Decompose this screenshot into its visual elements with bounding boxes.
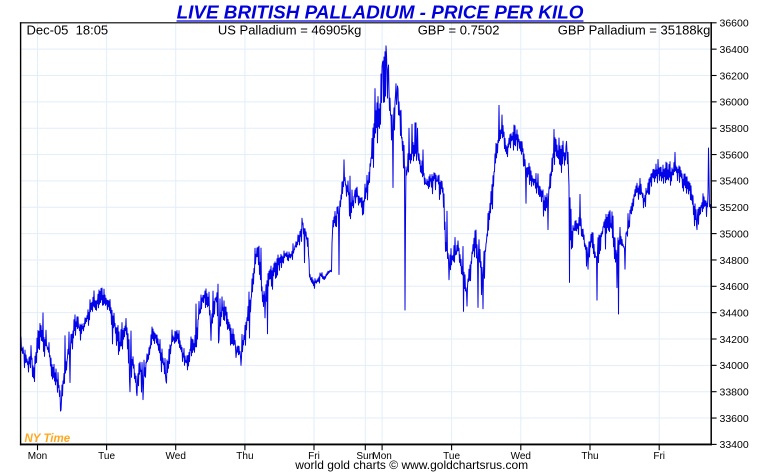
svg-text:NY Time: NY Time (25, 433, 71, 445)
svg-text:Tue: Tue (443, 451, 460, 462)
svg-text:36000: 36000 (720, 97, 749, 109)
svg-text:33600: 33600 (720, 413, 749, 425)
svg-text:36400: 36400 (720, 44, 749, 56)
svg-text:Fri: Fri (653, 451, 665, 462)
svg-text:34800: 34800 (720, 255, 749, 267)
svg-text:36600: 36600 (720, 18, 749, 30)
svg-text:LIVE BRITISH PALLADIUM - PRICE: LIVE BRITISH PALLADIUM - PRICE PER KILO (177, 3, 584, 24)
svg-text:33400: 33400 (720, 439, 749, 451)
svg-text:Wed: Wed (166, 451, 186, 462)
svg-text:GBP = 0.7502: GBP = 0.7502 (418, 23, 500, 38)
svg-text:33800: 33800 (720, 387, 749, 399)
svg-text:Wed: Wed (511, 451, 531, 462)
svg-text:35000: 35000 (720, 228, 749, 240)
svg-text:35200: 35200 (720, 202, 749, 214)
svg-text:Dec-05 18:05: Dec-05 18:05 (27, 23, 109, 38)
svg-text:Mon: Mon (372, 451, 391, 462)
svg-text:34000: 34000 (720, 360, 749, 372)
svg-text:35600: 35600 (720, 149, 749, 161)
svg-text:world gold charts © www.goldch: world gold charts © www.goldchartsrus.co… (294, 458, 528, 472)
svg-text:GBP Palladium = 35188kg: GBP Palladium = 35188kg (558, 23, 711, 38)
svg-text:34400: 34400 (720, 307, 749, 319)
svg-text:Tue: Tue (98, 451, 115, 462)
svg-text:34600: 34600 (720, 281, 749, 293)
svg-text:35400: 35400 (720, 176, 749, 188)
svg-text:Thu: Thu (581, 451, 598, 462)
svg-text:34200: 34200 (720, 334, 749, 346)
svg-text:US Palladium = 46905kg: US Palladium = 46905kg (218, 23, 361, 38)
svg-text:Mon: Mon (28, 451, 47, 462)
svg-text:35800: 35800 (720, 123, 749, 135)
svg-text:Sun: Sun (356, 451, 374, 462)
svg-text:36200: 36200 (720, 70, 749, 82)
svg-text:Fri: Fri (308, 451, 320, 462)
svg-text:Thu: Thu (236, 451, 253, 462)
